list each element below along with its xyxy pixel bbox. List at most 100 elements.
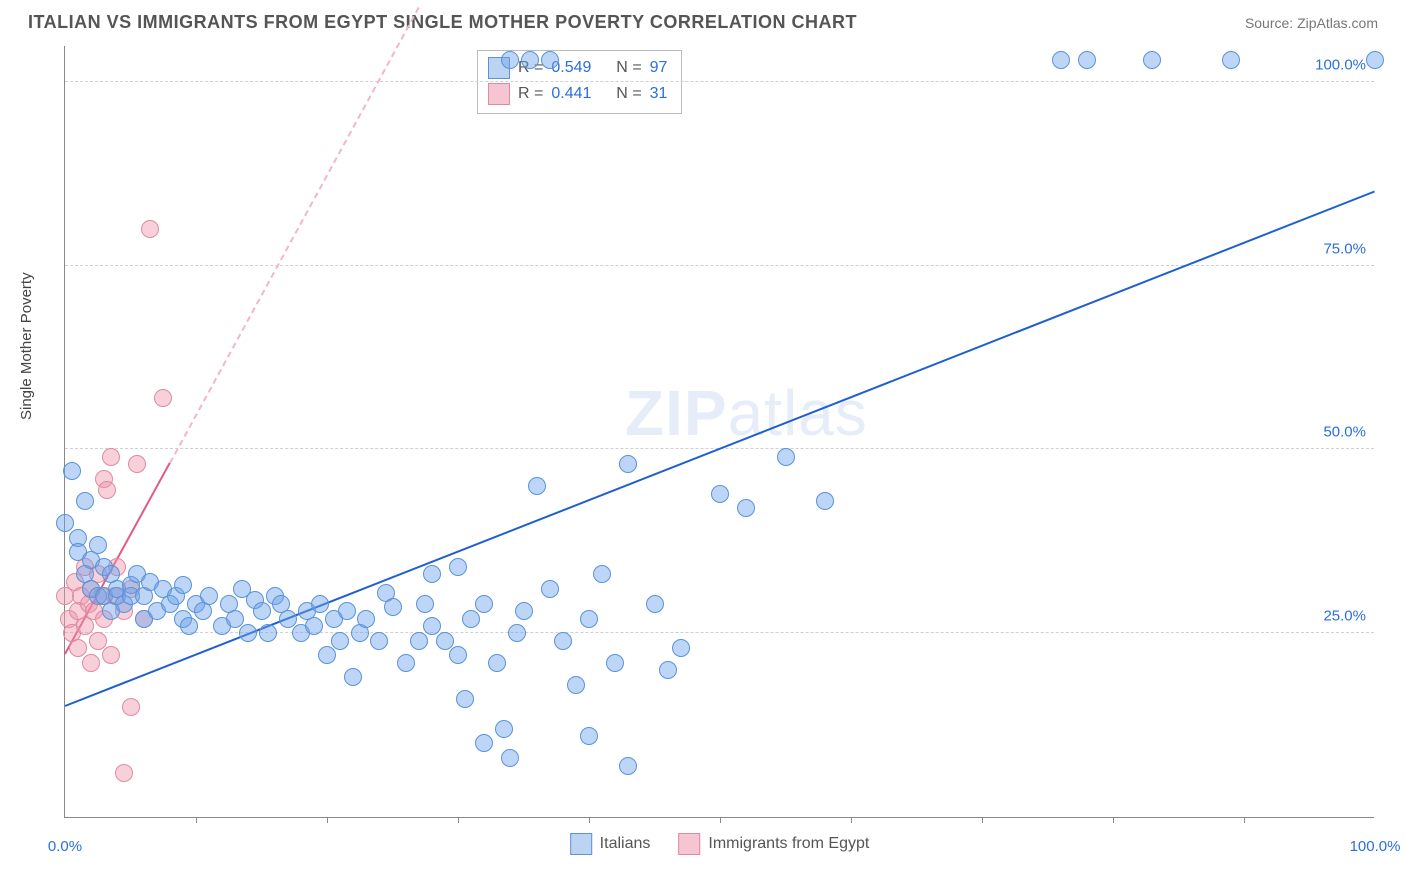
xtick-minor — [720, 817, 721, 823]
point-italians — [528, 477, 546, 495]
point-italians — [89, 536, 107, 554]
legend-label-egypt: Immigrants from Egypt — [708, 835, 869, 853]
ytick-label: 100.0% — [1315, 56, 1366, 73]
point-italians — [305, 617, 323, 635]
point-italians — [488, 654, 506, 672]
xtick-minor — [196, 817, 197, 823]
r-value-egypt: 0.441 — [551, 81, 591, 107]
point-italians — [344, 668, 362, 686]
xtick-label: 100.0% — [1350, 838, 1401, 855]
legend-swatch-italians — [570, 833, 592, 855]
point-italians — [253, 602, 271, 620]
ytick-label: 50.0% — [1323, 424, 1366, 441]
point-italians — [1052, 51, 1070, 69]
point-italians — [338, 602, 356, 620]
point-egypt — [82, 654, 100, 672]
point-italians — [1366, 51, 1384, 69]
point-italians — [1143, 51, 1161, 69]
point-egypt — [102, 646, 120, 664]
point-italians — [370, 632, 388, 650]
point-egypt — [69, 639, 87, 657]
point-egypt — [98, 481, 116, 499]
point-italians — [541, 51, 559, 69]
point-egypt — [128, 455, 146, 473]
legend-swatch-egypt — [678, 833, 700, 855]
swatch-egypt — [488, 83, 510, 105]
ytick-label: 25.0% — [1323, 608, 1366, 625]
point-italians — [76, 492, 94, 510]
ytick-label: 75.0% — [1323, 240, 1366, 257]
xtick-minor — [1244, 817, 1245, 823]
point-italians — [619, 757, 637, 775]
n-value-egypt: 31 — [650, 81, 668, 107]
point-italians — [508, 624, 526, 642]
point-italians — [475, 734, 493, 752]
point-italians — [449, 558, 467, 576]
point-italians — [659, 661, 677, 679]
point-egypt — [141, 220, 159, 238]
xtick-label: 0.0% — [48, 838, 82, 855]
scatter-chart: ZIPatlas R = 0.549 N = 97 R = 0.441 N = … — [64, 46, 1374, 818]
point-italians — [619, 455, 637, 473]
xtick-minor — [327, 817, 328, 823]
point-italians — [816, 492, 834, 510]
point-italians — [462, 610, 480, 628]
point-italians — [63, 462, 81, 480]
point-egypt — [154, 389, 172, 407]
n-value-italians: 97 — [650, 55, 668, 81]
point-italians — [279, 610, 297, 628]
point-italians — [56, 514, 74, 532]
point-italians — [456, 690, 474, 708]
point-italians — [501, 51, 519, 69]
point-egypt — [115, 764, 133, 782]
trend-line — [169, 7, 420, 464]
point-italians — [475, 595, 493, 613]
gridline-h — [65, 265, 1374, 266]
point-italians — [410, 632, 428, 650]
gridline-h — [65, 81, 1374, 82]
point-italians — [423, 565, 441, 583]
point-italians — [449, 646, 467, 664]
point-italians — [180, 617, 198, 635]
point-italians — [318, 646, 336, 664]
point-italians — [567, 676, 585, 694]
y-axis-label: Single Mother Poverty — [18, 272, 35, 420]
bottom-legend: Italians Immigrants from Egypt — [570, 833, 870, 855]
point-italians — [200, 587, 218, 605]
point-italians — [495, 720, 513, 738]
point-italians — [311, 595, 329, 613]
source-label: Source: ZipAtlas.com — [1245, 15, 1378, 31]
point-italians — [1222, 51, 1240, 69]
xtick-minor — [458, 817, 459, 823]
point-italians — [226, 610, 244, 628]
point-egypt — [122, 698, 140, 716]
point-italians — [239, 624, 257, 642]
point-italians — [331, 632, 349, 650]
point-italians — [397, 654, 415, 672]
point-italians — [515, 602, 533, 620]
point-italians — [174, 576, 192, 594]
point-italians — [423, 617, 441, 635]
point-italians — [1078, 51, 1096, 69]
point-italians — [737, 499, 755, 517]
stats-row-egypt: R = 0.441 N = 31 — [488, 81, 667, 107]
xtick-minor — [851, 817, 852, 823]
point-italians — [711, 485, 729, 503]
point-italians — [357, 610, 375, 628]
point-italians — [541, 580, 559, 598]
xtick-minor — [1113, 817, 1114, 823]
legend-label-italians: Italians — [600, 835, 651, 853]
point-italians — [554, 632, 572, 650]
point-italians — [259, 624, 277, 642]
chart-title: ITALIAN VS IMMIGRANTS FROM EGYPT SINGLE … — [28, 12, 857, 33]
point-egypt — [102, 448, 120, 466]
point-italians — [606, 654, 624, 672]
point-italians — [777, 448, 795, 466]
point-italians — [580, 610, 598, 628]
xtick-minor — [982, 817, 983, 823]
point-italians — [384, 598, 402, 616]
point-egypt — [89, 632, 107, 650]
point-italians — [501, 749, 519, 767]
point-italians — [593, 565, 611, 583]
point-italians — [580, 727, 598, 745]
